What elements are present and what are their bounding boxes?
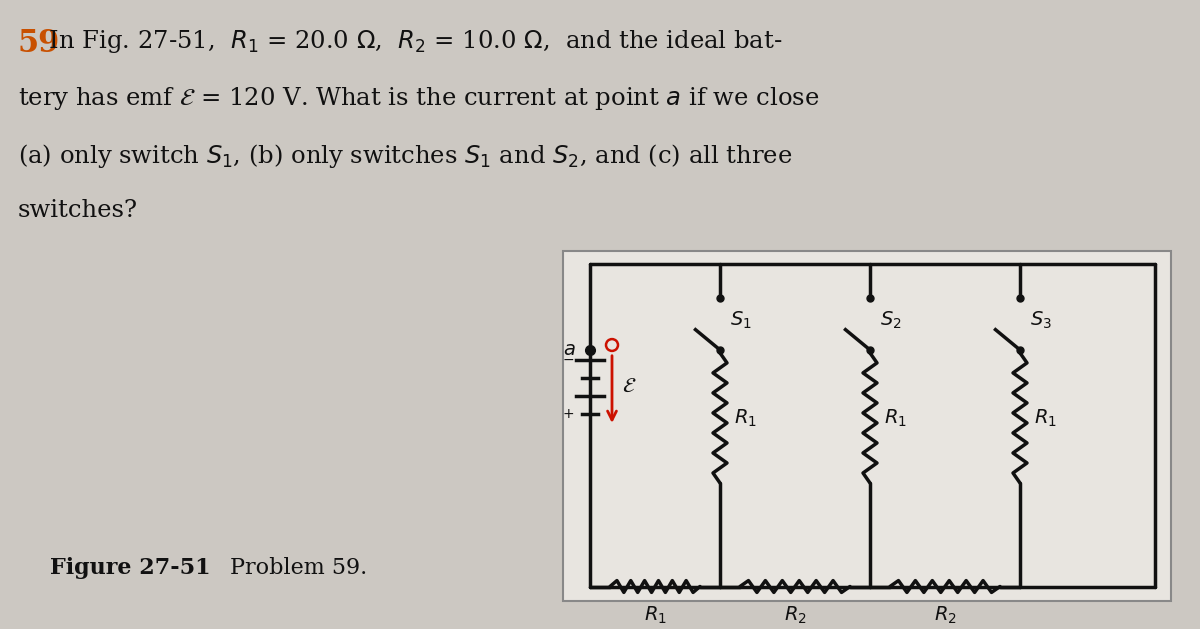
Text: switches?: switches? (18, 199, 138, 222)
Text: $R_1$: $R_1$ (734, 408, 757, 428)
Text: Figure 27-51: Figure 27-51 (50, 557, 211, 579)
Text: +: + (562, 407, 574, 421)
Text: (a) only switch $S_1$, (b) only switches $S_1$ and $S_2$, and (c) all three: (a) only switch $S_1$, (b) only switches… (18, 142, 792, 170)
Text: $\mathcal{E}$: $\mathcal{E}$ (622, 377, 636, 396)
Text: $R_1$: $R_1$ (1034, 408, 1057, 428)
Text: $R_1$: $R_1$ (643, 604, 666, 626)
Text: $R_2$: $R_2$ (784, 604, 806, 626)
Text: In Fig. 27-51,  $R_1$ = 20.0 $\Omega$,  $R_2$ = 10.0 $\Omega$,  and the ideal ba: In Fig. 27-51, $R_1$ = 20.0 $\Omega$, $R… (18, 28, 782, 55)
Text: $S_2$: $S_2$ (880, 309, 901, 331)
Text: −: − (562, 353, 574, 367)
Text: $a$: $a$ (563, 341, 576, 359)
Text: $R_1$: $R_1$ (884, 408, 907, 428)
Text: $S_3$: $S_3$ (1030, 309, 1052, 331)
Text: $R_2$: $R_2$ (934, 604, 956, 626)
FancyBboxPatch shape (563, 252, 1171, 601)
Text: Problem 59.: Problem 59. (230, 557, 367, 579)
Text: 59: 59 (18, 28, 60, 58)
Text: $S_1$: $S_1$ (730, 309, 751, 331)
Text: tery has emf $\mathcal{E}$ = 120 V. What is the current at point $a$ if we close: tery has emf $\mathcal{E}$ = 120 V. What… (18, 85, 820, 112)
